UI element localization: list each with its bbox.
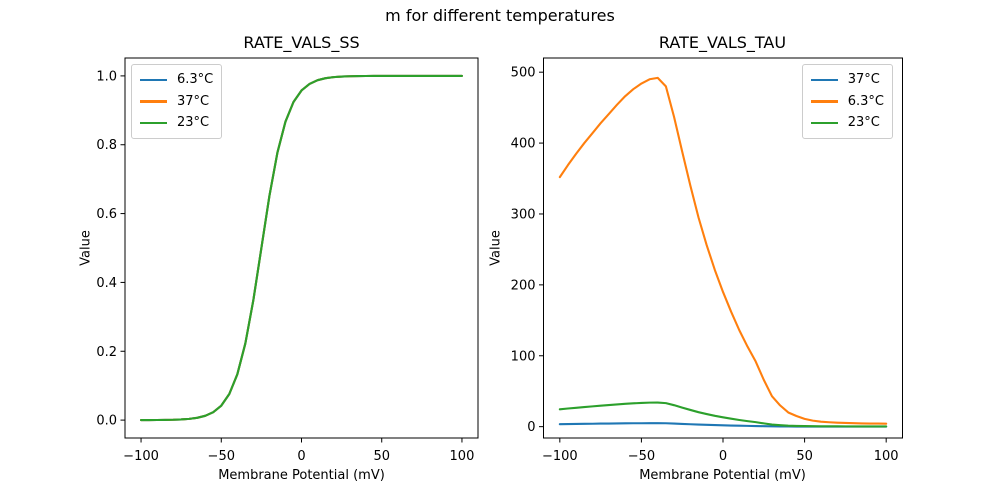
x-tick-label: 50 (373, 449, 390, 464)
curve-1-2 (558, 401, 888, 428)
legend-label: 23°C (177, 115, 210, 130)
legend-entry: 23°C (140, 112, 213, 134)
y-tick-label: 200 (511, 278, 536, 293)
legend-entry: 6.3°C (810, 91, 884, 113)
legend-entry: 37°C (810, 69, 884, 91)
subplot-ss-title: RATE_VALS_SS (243, 33, 360, 52)
x-tick-label: 100 (874, 449, 899, 464)
legend-label: 6.3°C (847, 93, 884, 109)
legend-line-sample (810, 78, 838, 81)
legend-entry: 23°C (810, 112, 884, 134)
y-tick-label: 0.2 (96, 345, 117, 360)
subplot-tau-yaxis-label: Value (488, 230, 504, 266)
curve-0-2 (140, 74, 464, 422)
subplot-tau-legend: 37°C 6.3°C 23°C (801, 64, 893, 139)
y-tick-label: 0.8 (96, 138, 117, 153)
legend-label: 6.3°C (177, 72, 214, 87)
y-tick-label: 0.4 (96, 276, 117, 291)
legend-label: 37°C (177, 93, 210, 109)
subplot-ss-yaxis-label: Value (78, 230, 94, 266)
legend-entry: 37°C (140, 91, 213, 113)
x-tick-label: 0 (297, 449, 305, 464)
x-tick-label: 50 (796, 449, 813, 464)
x-tick-label: −100 (123, 449, 159, 464)
y-tick-label: 400 (511, 137, 536, 152)
x-tick-label: 100 (450, 449, 475, 464)
y-tick-label: 1.0 (96, 69, 117, 84)
x-tick-label: 0 (719, 449, 727, 464)
y-tick-label: 0.0 (96, 414, 117, 429)
legend-line-sample (810, 121, 838, 124)
legend-line-sample (140, 78, 167, 81)
legend-line-sample (140, 121, 167, 124)
legend-line-sample (810, 100, 838, 103)
x-tick-label: −50 (208, 449, 235, 464)
y-tick-label: 500 (511, 66, 536, 81)
legend-label: 23°C (847, 115, 880, 130)
x-tick-label: −50 (628, 449, 655, 464)
axes-frame (124, 57, 479, 439)
subplot-ss-xaxis-label: Membrane Potential (mV) (218, 468, 385, 483)
axes-frame (543, 57, 903, 439)
legend-line-sample (140, 100, 167, 103)
legend-label: 37°C (847, 72, 880, 87)
figure-title: m for different temperatures (385, 6, 615, 25)
legend-entry: 6.3°C (140, 69, 213, 91)
subplot-tau-xaxis-label: Membrane Potential (mV) (639, 468, 806, 483)
x-tick-label: −100 (542, 449, 578, 464)
y-tick-label: 0 (527, 420, 535, 435)
subplot-ss-legend: 6.3°C 37°C 23°C (131, 64, 223, 139)
y-tick-label: 100 (511, 349, 536, 364)
y-tick-label: 300 (511, 207, 536, 222)
subplot-tau-title: RATE_VALS_TAU (658, 33, 787, 52)
curve-1-1 (558, 76, 888, 425)
y-tick-label: 0.6 (96, 207, 117, 222)
